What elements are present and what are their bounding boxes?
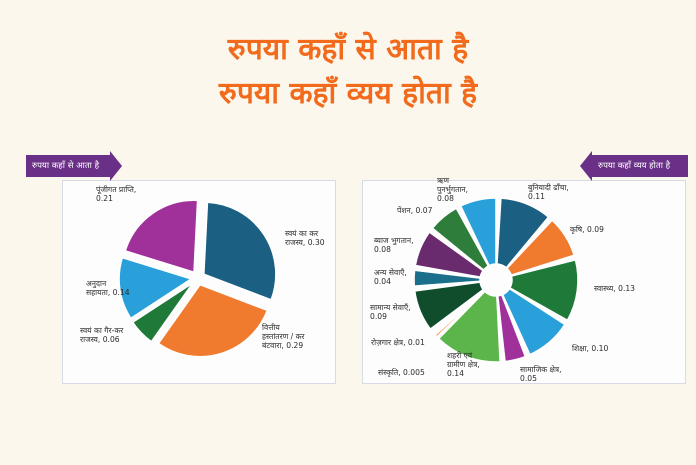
page-title: रुपया कहाँ से आता है bbox=[227, 32, 469, 67]
spend-slice-11 bbox=[431, 207, 490, 271]
income-arrow-label: रुपया कहाँ से आता है bbox=[26, 151, 122, 181]
spend-slice-label-3: शिक्षा, 0.10 bbox=[572, 344, 608, 353]
spend-slice-label-4: सामाजिक क्षेत्र, 0.05 bbox=[520, 365, 562, 383]
spend-slice-label-0: बुनियादी ढाँचा, 0.11 bbox=[528, 183, 569, 201]
income-slice-label-0: स्वयं का कर राजस्व, 0.30 bbox=[285, 229, 325, 247]
income-slice-label-1: वित्तीय हस्तांतरण / कर बंटवारा, 0.29 bbox=[262, 323, 305, 350]
spend-slice-8 bbox=[413, 281, 485, 331]
spend-slice-label-8: सामान्य सेवाएँ, 0.09 bbox=[370, 303, 411, 321]
spend-slice-label-11: पेंशन, 0.07 bbox=[397, 206, 433, 215]
spend-slice-label-5: शहरी एवं ग्रामीण क्षेत्र, 0.14 bbox=[447, 351, 480, 378]
spend-slice-2 bbox=[508, 258, 579, 322]
income-slice-label-3: अनुदान सहायता, 0.14 bbox=[86, 279, 130, 297]
income-slice-3 bbox=[118, 256, 193, 320]
spend-slice-7 bbox=[432, 289, 485, 335]
income-slice-label-2: स्वयं का गैर-कर राजस्व, 0.06 bbox=[80, 326, 124, 344]
spend-slice-0 bbox=[496, 197, 550, 269]
income-slice-0 bbox=[203, 201, 277, 301]
spend-slice-10 bbox=[414, 231, 485, 279]
page-subtitle: रुपया कहाँ व्यय होता है bbox=[218, 76, 478, 111]
spend-slice-label-9: अन्य सेवाएँ, 0.04 bbox=[374, 268, 407, 286]
income-slice-4 bbox=[124, 199, 199, 274]
spend-slice-12 bbox=[459, 197, 497, 267]
spend-slice-3 bbox=[501, 287, 566, 356]
spend-slice-label-7: रोज़गार क्षेत्र, 0.01 bbox=[371, 338, 425, 347]
spend-slice-label-10: ब्याज भुगतान, 0.08 bbox=[374, 236, 414, 254]
income-slice-2 bbox=[131, 282, 194, 343]
spend-slice-label-12: ऋण पुनर्भुगतान, 0.08 bbox=[437, 176, 468, 203]
expenditure-arrow-label: रुपया कहाँ व्यय होता है bbox=[580, 151, 688, 181]
spend-slice-9 bbox=[413, 269, 481, 287]
spend-slice-label-1: कृषि, 0.09 bbox=[570, 225, 604, 235]
spend-slice-1 bbox=[505, 219, 576, 277]
income-slice-1 bbox=[157, 283, 269, 358]
spend-slice-4 bbox=[496, 293, 527, 363]
spend-slice-label-6: संस्कृति, 0.005 bbox=[378, 368, 425, 378]
spend-slice-5 bbox=[437, 290, 501, 363]
income-slice-label-4: पूंजीगत प्राप्ति, 0.21 bbox=[96, 185, 136, 203]
spend-slice-label-2: स्वास्थ्य, 0.13 bbox=[594, 284, 635, 293]
